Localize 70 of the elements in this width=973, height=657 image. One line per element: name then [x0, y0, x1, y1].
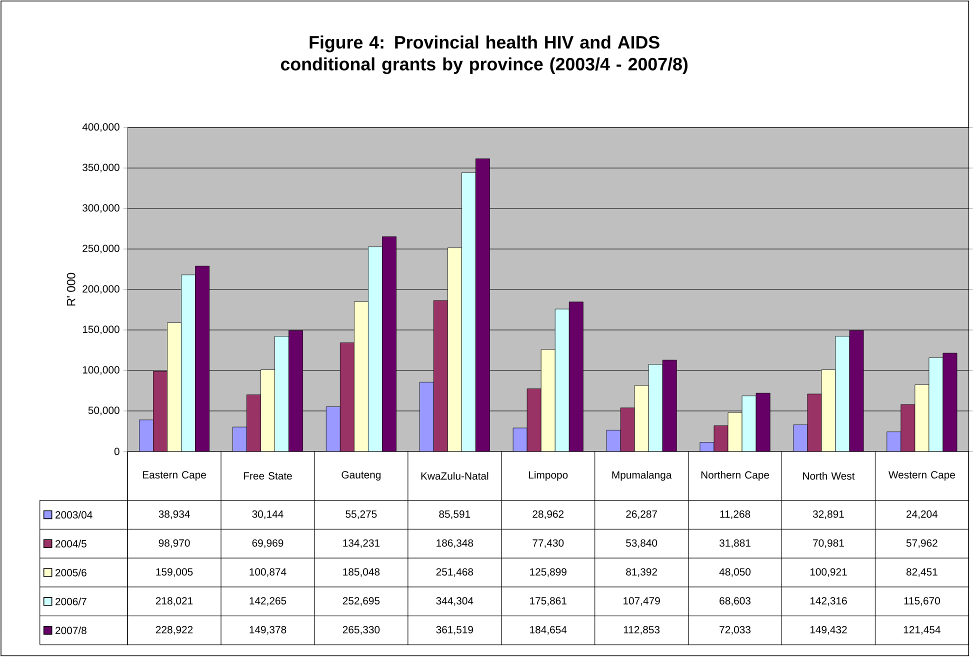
- data-label: 100,874: [250, 568, 286, 577]
- data-label: 77,430: [532, 539, 564, 548]
- x-tick-label: Western Cape: [888, 471, 955, 481]
- x-tick-label: Eastern Cape: [142, 471, 206, 481]
- y-axis-title: R' 000: [66, 273, 76, 306]
- data-label: 134,231: [343, 539, 380, 548]
- data-label: 149,432: [810, 626, 847, 635]
- data-label: 26,287: [626, 510, 657, 520]
- data-label: 31,881: [719, 539, 750, 548]
- y-tick-label: 0: [114, 448, 120, 456]
- x-tick-label: Mpumalanga: [612, 471, 672, 481]
- y-tick-label: 400,000: [82, 123, 120, 132]
- legend-label: 2005/6: [56, 568, 86, 576]
- data-label: 24,204: [906, 510, 938, 520]
- data-label: 228,922: [156, 626, 193, 635]
- x-tick-label: Northern Cape: [701, 471, 770, 481]
- data-label: 112,853: [624, 626, 660, 635]
- data-label: 57,962: [906, 539, 938, 548]
- legend-label: 2006/7: [56, 598, 86, 606]
- data-label: 142,316: [810, 597, 847, 606]
- data-label: 28,962: [532, 510, 564, 520]
- data-label: 265,330: [342, 626, 380, 635]
- y-tick-label: 50,000: [88, 406, 120, 416]
- data-label: 121,454: [904, 626, 940, 635]
- data-label: 251,468: [436, 568, 474, 577]
- y-tick-label: 200,000: [82, 285, 120, 294]
- data-label: 344,304: [436, 597, 474, 606]
- data-label: 98,970: [158, 539, 190, 548]
- data-label: 184,654: [530, 626, 567, 635]
- data-label: 30,144: [252, 510, 284, 520]
- data-label: 125,899: [530, 568, 566, 577]
- data-label: 38,934: [158, 510, 190, 520]
- data-label: 218,021: [156, 597, 193, 606]
- y-tick-label: 250,000: [82, 244, 120, 254]
- data-label: 32,891: [812, 510, 844, 520]
- x-tick-label: North West: [803, 472, 855, 480]
- chart-title: Figure 4: Provincial health HIV and AIDS conditional grants by province (2003/4 - 2007/8): [280, 36, 688, 74]
- data-label: 107,479: [624, 597, 660, 606]
- data-label: 175,861: [530, 597, 566, 606]
- data-label: 85,591: [439, 510, 470, 520]
- legend-label: 2003/04: [56, 511, 92, 519]
- x-tick-label: Gauteng: [342, 471, 381, 481]
- x-tick-label: Free State: [244, 472, 292, 480]
- data-label: 186,348: [436, 539, 474, 548]
- data-label: 72,033: [720, 626, 751, 635]
- data-label: 100,921: [810, 568, 847, 577]
- x-tick-label: Limpopo: [528, 471, 568, 481]
- data-label: 185,048: [343, 568, 380, 577]
- data-label: 361,519: [436, 626, 473, 635]
- data-label: 48,050: [719, 568, 751, 577]
- data-label: 81,392: [626, 568, 657, 577]
- data-label: 53,840: [626, 539, 658, 548]
- data-label: 70,981: [813, 539, 844, 548]
- data-label: 11,268: [720, 510, 750, 520]
- data-label: 159,005: [156, 568, 193, 577]
- x-tick-label: KwaZulu-Natal: [421, 472, 488, 480]
- data-label: 149,378: [250, 626, 286, 635]
- y-tick-label: 150,000: [82, 326, 120, 334]
- data-label: 69,969: [252, 539, 284, 548]
- data-label: 115,670: [904, 597, 940, 606]
- data-label: 82,451: [906, 568, 938, 577]
- y-tick-label: 300,000: [82, 204, 120, 213]
- legend-label: 2007/8: [56, 626, 86, 634]
- data-label: 55,275: [346, 510, 377, 520]
- data-label: 142,265: [250, 597, 286, 606]
- data-label: 68,603: [720, 597, 751, 606]
- y-tick-label: 100,000: [82, 366, 120, 375]
- legend-label: 2004/5: [56, 540, 86, 548]
- y-tick-label: 350,000: [82, 164, 120, 172]
- data-label: 252,695: [342, 597, 380, 606]
